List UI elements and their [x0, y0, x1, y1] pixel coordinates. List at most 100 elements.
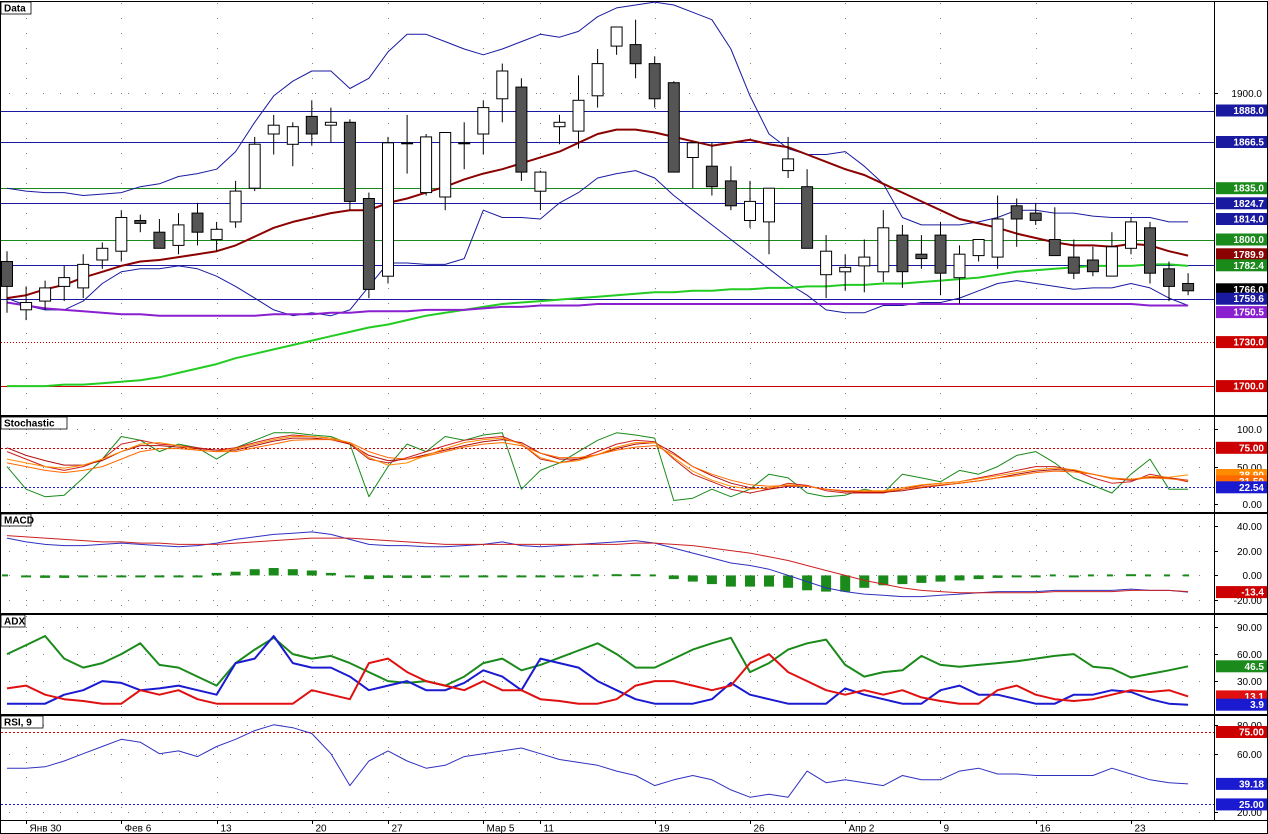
- rsi-line: [7, 724, 1189, 798]
- price-label-text: 1866.5: [1233, 138, 1264, 149]
- y-tick-label: 60.00: [1237, 650, 1262, 661]
- macd-hist-bar: [649, 574, 656, 577]
- panel-title: Data: [4, 4, 26, 15]
- y-tick-label: 0.00: [1243, 500, 1263, 511]
- x-tick-label: 16: [1040, 824, 1052, 834]
- macd-hist-bar: [459, 575, 470, 578]
- candle-body: [496, 70, 509, 100]
- macd-hist-bar: [668, 575, 679, 580]
- y-tick-label: 0.00: [1243, 571, 1263, 582]
- price-label-text: 13.1: [1245, 692, 1265, 703]
- y-tick-label: 20.00: [1237, 547, 1262, 558]
- candle-body: [305, 115, 318, 135]
- price-label-text: 1730.0: [1233, 338, 1264, 349]
- candle-body: [477, 107, 490, 135]
- macd-hist-bar: [859, 575, 870, 588]
- candle-body: [991, 218, 1004, 258]
- price-labels-adx: 46.5 13.13.9: [1216, 660, 1267, 711]
- macd-hist-bar: [1145, 574, 1151, 577]
- stoch-line-1: [6, 434, 1189, 494]
- candle-body: [591, 63, 604, 97]
- macd-hist-bar: [992, 575, 1003, 578]
- candle-body: [1144, 227, 1156, 274]
- candle-body: [58, 277, 71, 287]
- candle-body: [439, 132, 452, 198]
- y-tick-label: 100.0: [1237, 425, 1262, 436]
- price-label-box: [1216, 248, 1267, 261]
- price-label-text: 1888.0: [1233, 106, 1264, 117]
- macd-hist-bar: [1049, 574, 1056, 577]
- candle-body: [1182, 283, 1195, 292]
- macd-hist-bar: [363, 575, 374, 580]
- macd-hist-bar: [97, 575, 108, 578]
- panel-title: Stochastic: [4, 419, 55, 430]
- candle-body: [267, 124, 280, 135]
- panel-stoch: 100.0 50.00 0.00 Stochastic: [0, 416, 1268, 513]
- macd-hist-bar: [573, 575, 584, 578]
- price-line-4: [6, 301, 1189, 317]
- price-label-box: [1216, 197, 1267, 210]
- macd-hist-bar: [59, 575, 70, 578]
- macd-hist-bar: [135, 575, 146, 578]
- candle-body: [191, 212, 204, 233]
- macd-hist-bar: [592, 574, 599, 577]
- panel-title-box: [0, 416, 68, 430]
- candle-body: [744, 200, 756, 221]
- candle-body: [820, 250, 833, 276]
- macd-hist-bar: [1030, 575, 1041, 578]
- candle-body: [210, 228, 223, 241]
- price-labels-rsi: 75.00 39.18 25.00: [1216, 726, 1267, 811]
- macd-hist-bar: [1011, 575, 1022, 578]
- price-label-text: 1782.4: [1233, 261, 1264, 272]
- macd-hist-bar: [287, 569, 298, 576]
- macd-hist-bar: [173, 575, 184, 578]
- x-tick-label: 26: [754, 824, 766, 834]
- price-label-box: [1216, 336, 1267, 349]
- price-label-text: 1700.0: [1233, 382, 1264, 393]
- macd-hist-bar: [21, 575, 32, 578]
- macd-hist-bar: [1126, 574, 1136, 577]
- price-label-text: 1759.6: [1233, 294, 1264, 305]
- macd-hist-bar: [268, 568, 279, 576]
- panel-title: RSI, 9: [4, 718, 32, 729]
- macd-hist-bar: [973, 575, 984, 580]
- price-label-text: 1814.0: [1233, 215, 1264, 226]
- candle-body: [610, 26, 623, 47]
- price-label-box: [1216, 660, 1267, 673]
- price-label-box: [1216, 306, 1267, 319]
- macd-hist-bar: [764, 575, 774, 587]
- candle-body: [896, 234, 909, 273]
- x-tick-label: Фев 6: [125, 824, 152, 834]
- x-tick-label: 23: [1135, 824, 1147, 834]
- x-tick-label: Янв 30: [30, 824, 62, 834]
- macd-hist-bar: [1087, 574, 1094, 577]
- macd-hist-bar: [478, 575, 489, 578]
- price-label-box: [1216, 136, 1267, 148]
- candle-body: [324, 121, 337, 126]
- macd-hist-bar: [954, 575, 965, 581]
- macd-hist-bar: [421, 575, 432, 578]
- candle-body: [1125, 221, 1137, 249]
- candle-body: [553, 121, 566, 128]
- y-tick-label: 20.00: [1237, 808, 1262, 819]
- candle-body: [629, 44, 642, 65]
- y-tick-label: -20.00: [1234, 596, 1263, 607]
- candle-body: [801, 186, 814, 249]
- price-line-1: [6, 170, 1189, 317]
- price-line-2: [6, 128, 1189, 300]
- macd-hist-bar: [1106, 574, 1113, 577]
- macd-hist-bar: [306, 570, 317, 576]
- price-label-text: 39.18: [1239, 779, 1264, 790]
- macd-hist-bar: [230, 571, 241, 576]
- x-tick-label: 19: [659, 824, 671, 834]
- candle-body: [915, 253, 928, 260]
- price-label-text: 75.00: [1239, 443, 1264, 454]
- x-tick-label: 13: [221, 824, 233, 834]
- price-label-text: 1766.0: [1233, 285, 1264, 296]
- candle-body: [877, 227, 890, 273]
- macd-hist-bar: [116, 575, 127, 578]
- macd-hist-bar: [535, 575, 546, 578]
- macd-signal-line: [6, 535, 1189, 594]
